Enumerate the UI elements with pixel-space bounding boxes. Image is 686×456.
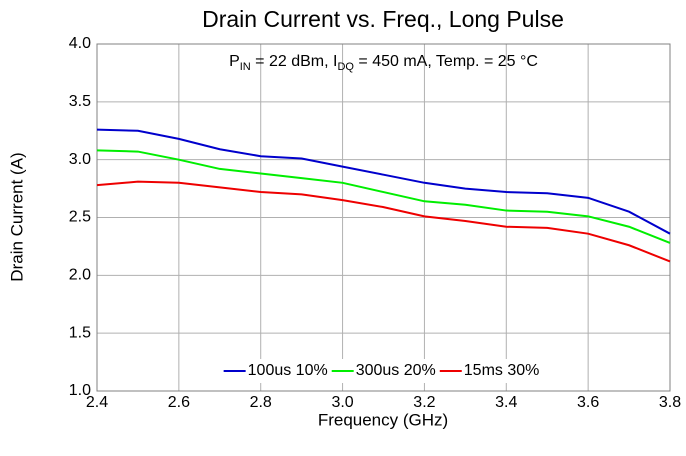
x-tick-label: 3.4 [495, 394, 517, 411]
subtitle: PIN = 22 dBm, IDQ = 450 mA, Temp. = 25 °… [229, 53, 538, 73]
x-tick-label: 3.6 [577, 394, 599, 411]
x-tick-label: 3.0 [331, 394, 353, 411]
subtitle-part: = 22 dBm, I [251, 53, 338, 70]
data-line [96, 180, 671, 263]
x-tick-label: 3.8 [659, 394, 681, 411]
x-tick-label: 2.6 [168, 394, 190, 411]
chart-title: Drain Current vs. Freq., Long Pulse [202, 6, 564, 32]
y-tick-label: 1.0 [69, 382, 91, 399]
x-tick-label: 2.4 [86, 394, 108, 411]
legend-label: 300us 20% [356, 362, 436, 379]
y-tick-label: 3.0 [69, 151, 91, 168]
legend-label: 100us 10% [248, 362, 328, 379]
subtitle-part: = 450 mA, Temp. = 25 °C [354, 53, 538, 70]
y-tick-label: 1.5 [69, 324, 91, 341]
x-axis-label: Frequency (GHz) [318, 410, 448, 429]
legend-label: 15ms 30% [464, 362, 540, 379]
x-tick-label: 2.8 [250, 394, 272, 411]
y-tick-label: 2.5 [69, 209, 91, 226]
data-line [96, 149, 671, 244]
subtitle-part: IN [240, 61, 251, 73]
y-axis-label: Drain Current (A) [7, 152, 26, 281]
subtitle-part: DQ [337, 61, 354, 73]
x-tick-label: 3.2 [413, 394, 435, 411]
y-tick-label: 3.5 [69, 93, 91, 110]
data-line [96, 128, 671, 235]
y-tick-label: 2.0 [69, 267, 91, 284]
y-tick-label: 4.0 [69, 35, 91, 52]
plot-border [96, 43, 671, 392]
legend: 100us 10% 300us 20% 15ms 30% [219, 359, 546, 383]
legend-box [219, 359, 546, 383]
subtitle-part: P [229, 53, 240, 70]
